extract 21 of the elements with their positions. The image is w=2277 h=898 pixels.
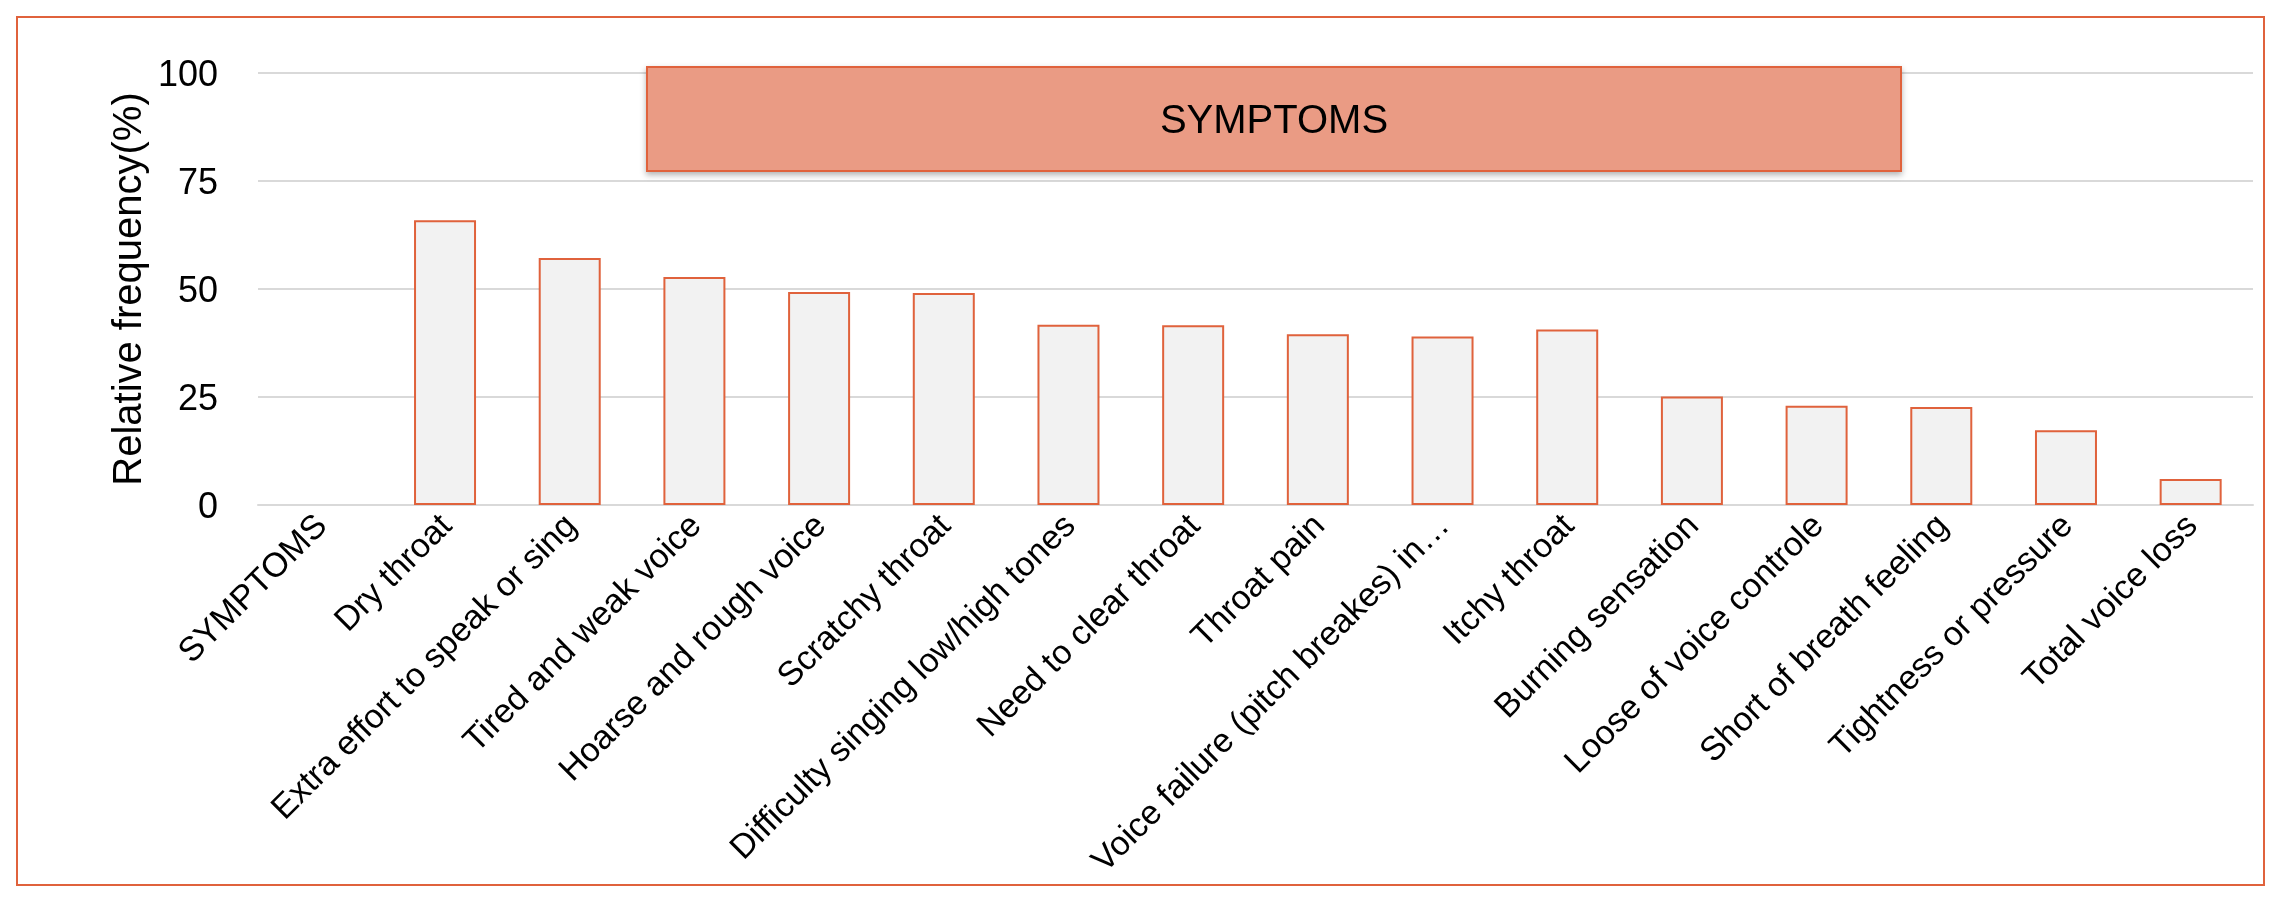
y-tick-label: 75 [177,160,218,202]
bar [663,276,726,505]
bar [1037,324,1100,505]
bar [788,292,851,505]
bar [1910,406,1973,505]
bar [2159,479,2222,505]
bar [912,292,975,505]
bar [1785,405,1848,505]
bar [538,257,601,505]
y-tick-label: 25 [177,376,218,418]
y-axis-title: Relative frequency(%) [105,92,150,486]
bar [1162,325,1225,505]
bar [1536,329,1599,505]
title-banner: SYMPTOMS [646,66,1902,172]
bar [414,220,477,505]
y-tick-label: 50 [177,268,218,310]
bar [2034,430,2097,505]
bar [1660,396,1723,505]
y-tick-label: 100 [157,52,218,94]
bar [1286,334,1349,505]
bar [1411,336,1474,505]
